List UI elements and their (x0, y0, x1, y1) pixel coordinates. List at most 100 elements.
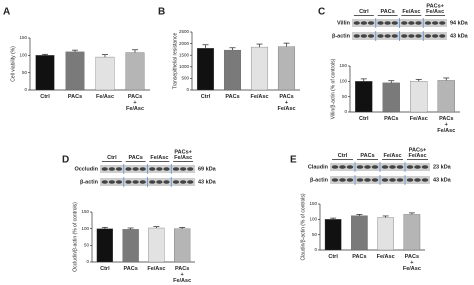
x-tick-label: PACs + Fe/Asc (277, 94, 295, 112)
blot-band (396, 165, 404, 169)
blot-band (432, 21, 439, 25)
y-tick-label: 0 (344, 109, 347, 114)
bar (173, 228, 191, 263)
blot-band (356, 178, 364, 182)
panel-letter: A (3, 7, 10, 18)
y-tick-label: 1000 (179, 64, 190, 69)
bar (410, 81, 428, 113)
blot-band (364, 165, 371, 169)
x-tick-label: PACs (384, 116, 398, 122)
band-label: β-actin (332, 33, 351, 39)
y-tick-label: 100 (81, 226, 89, 231)
blot-band (381, 165, 389, 169)
blot-band (108, 167, 115, 171)
x-tick-label: PACs + Fe/Asc (173, 266, 191, 284)
bar (355, 81, 373, 113)
band-size: 43 kDa (450, 33, 469, 39)
blot-band (415, 21, 422, 25)
y-tick-label: 0 (86, 259, 89, 264)
x-tick-label: Fe/Asc (377, 254, 395, 260)
lane-label: PACs (360, 153, 374, 159)
blot-band (125, 167, 132, 171)
x-tick-label: Fe/Asc (147, 266, 165, 272)
lane-label: Ctrl (359, 9, 369, 15)
lane-label: Ctrl (107, 155, 117, 161)
bar (377, 217, 394, 251)
x-tick-label: PACs + Fe/Asc (437, 116, 455, 134)
blot-band (172, 167, 180, 171)
lane-label: PACs+ Fe/Asc (408, 148, 426, 160)
blot-band (115, 167, 123, 171)
blot-band (367, 34, 375, 38)
bar (223, 49, 242, 91)
y-tick-label: 100 (309, 217, 317, 222)
x-tick-label: Fe/Asc (96, 94, 114, 100)
blot-band (132, 167, 139, 171)
blot-band (101, 167, 108, 171)
blot-band (156, 167, 163, 171)
y-axis-label: Claudin/β-actin (% of controls) (300, 193, 306, 260)
x-tick-label: Ctrl (359, 116, 369, 122)
band-label: Villin (337, 20, 351, 26)
lane-label: PACs (380, 9, 394, 15)
x-tick-label: Ctrl (100, 266, 110, 272)
blot-band (421, 165, 429, 169)
blot-band (401, 21, 408, 25)
blot-band (415, 34, 422, 38)
blot-band (384, 21, 391, 25)
blot-band (401, 34, 408, 38)
y-axis-label: Transepithelial resistance (172, 33, 178, 90)
blot-band (163, 180, 170, 184)
lane-label: Fe/Asc (150, 155, 168, 161)
blot-band (396, 178, 404, 182)
y-tick-label: 150 (309, 201, 317, 206)
band-label: Claudin (308, 164, 329, 170)
bar (148, 227, 165, 263)
bar (95, 56, 115, 91)
blot-band (101, 180, 108, 184)
band-size: 43 kDa (198, 179, 217, 185)
blot-band (414, 165, 421, 169)
blot-band (353, 34, 360, 38)
x-tick-label: PACs (123, 266, 137, 272)
blot-band (439, 21, 446, 25)
blot-band (391, 21, 398, 25)
x-tick-label: Fe/Asc (410, 116, 428, 122)
band-size: 69 kDa (198, 166, 217, 172)
y-tick-label: 500 (181, 76, 189, 81)
y-axis-label: Cell viability (%) (10, 46, 16, 82)
y-tick-label: 50 (312, 232, 318, 237)
x-tick-label: Ctrl (40, 94, 50, 100)
blot-band (424, 34, 432, 38)
bar (65, 51, 85, 91)
blot-band (377, 34, 384, 38)
x-tick-label: PACs (352, 254, 366, 260)
panel-letter: E (290, 155, 297, 166)
blot-band (339, 165, 346, 169)
blot-band (439, 34, 446, 38)
blot-band (149, 167, 156, 171)
bar (122, 229, 139, 263)
blot-band (406, 165, 414, 169)
panel-letter: D (62, 155, 69, 166)
x-tick-label: Ctrl (328, 254, 338, 260)
band-size: 94 kDa (450, 20, 469, 26)
blot-band (180, 180, 187, 184)
blot-band (132, 180, 139, 184)
band-label: β-actin (310, 177, 329, 183)
blot-band (163, 167, 170, 171)
bar (351, 215, 368, 251)
blot-band (356, 165, 364, 169)
bar (96, 228, 114, 263)
blot-band (371, 165, 379, 169)
lane-label: PACs (128, 155, 142, 161)
bar (250, 46, 269, 91)
blot-band (115, 180, 123, 184)
blot-band (331, 178, 339, 182)
y-tick-label: 0 (314, 247, 317, 252)
lane-label: Fe/Asc (402, 9, 420, 15)
y-tick-label: 0 (24, 87, 27, 92)
lane-label: PACs+ Fe/Asc (174, 150, 192, 162)
blot-band (406, 178, 414, 182)
